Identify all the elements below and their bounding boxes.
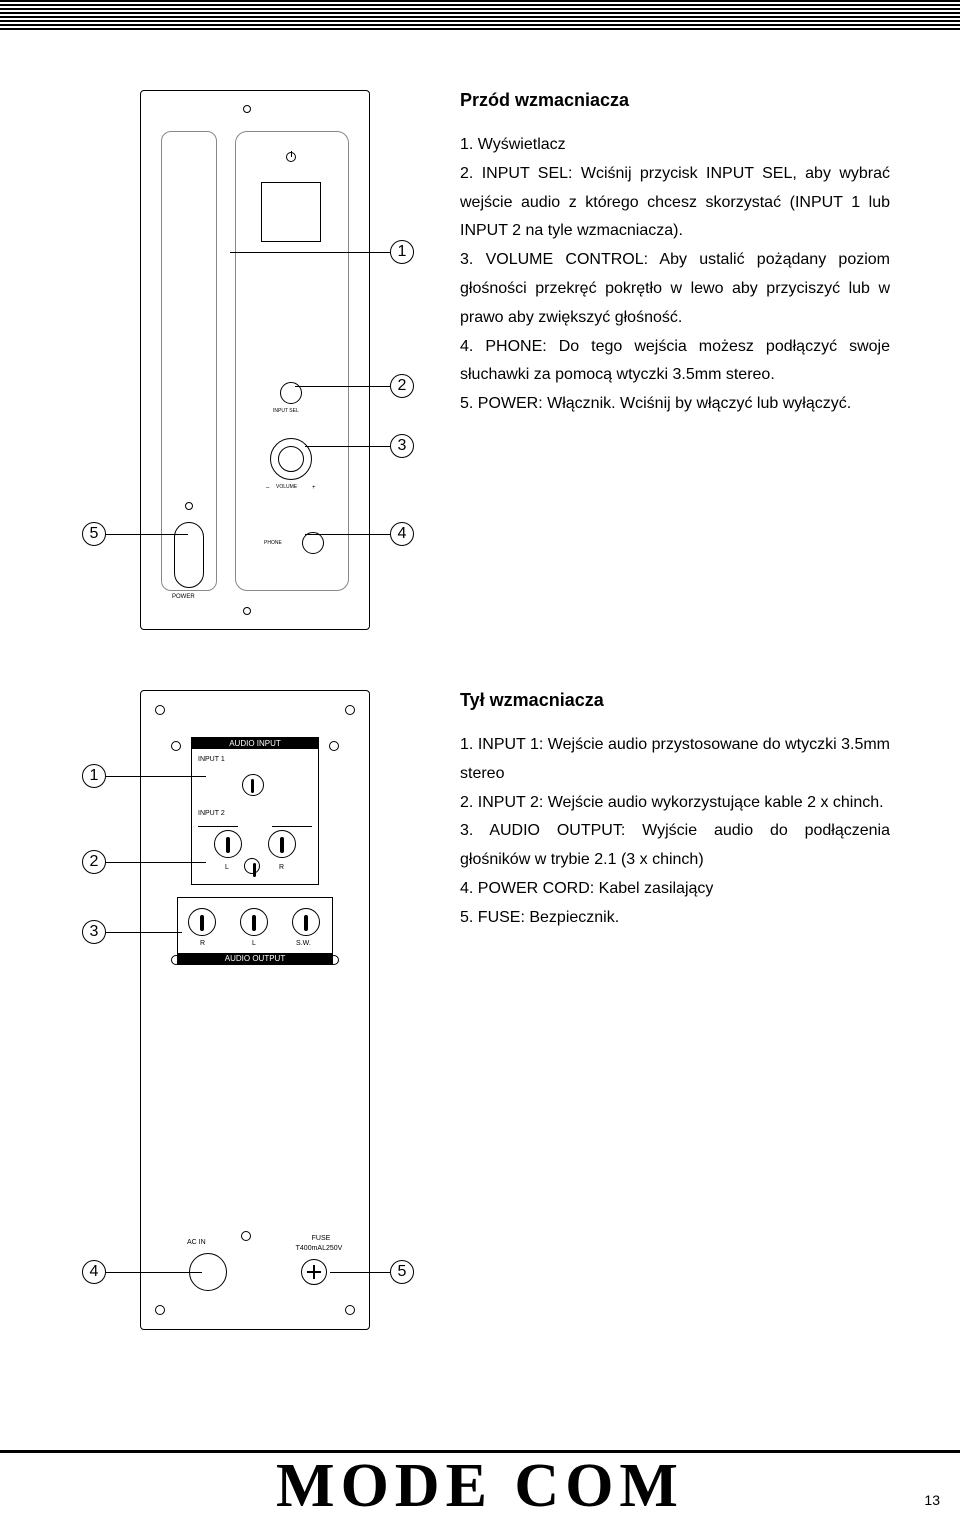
item: 1. INPUT 1: Wejście audio przystosowane … [460, 731, 890, 789]
fuse-label2: T400mAL250V [289, 1245, 349, 1252]
callout-line [106, 862, 206, 863]
out-l-jack [240, 908, 268, 936]
item: 5. POWER: Włącznik. Wciśnij by włączyć l… [460, 390, 890, 419]
screw-icon [171, 741, 181, 751]
callout-4: 4 [82, 1260, 106, 1284]
back-text: Tył wzmacniacza 1. INPUT 1: Wejście audi… [460, 690, 890, 1370]
input2-label: INPUT 2 [198, 810, 225, 817]
audio-input-label: AUDIO INPUT [192, 738, 318, 749]
screw-icon [241, 1231, 251, 1241]
top-stripes [0, 0, 960, 30]
callout-2: 2 [390, 374, 414, 398]
heading-front: Przód wzmacniacza [460, 90, 890, 111]
callout-line [305, 534, 390, 535]
callout-2: 2 [82, 850, 106, 874]
divider [272, 826, 312, 827]
volume-knob-inner [278, 446, 304, 472]
item: 3. AUDIO OUTPUT: Wyjście audio do podłąc… [460, 817, 890, 875]
item: 2. INPUT 2: Wejście audio wykorzystujące… [460, 789, 890, 818]
callout-1: 1 [82, 764, 106, 788]
callout-5: 5 [82, 522, 106, 546]
callout-4: 4 [390, 522, 414, 546]
phone-label: PHONE [264, 540, 282, 546]
screw-icon [345, 1305, 355, 1315]
phone-jack [302, 532, 324, 554]
audio-output-box: R L S.W. AUDIO OUTPUT [177, 897, 333, 965]
input1-label: INPUT 1 [198, 756, 225, 763]
item: 1. Wyświetlacz [460, 131, 890, 160]
back-panel: AUDIO INPUT INPUT 1 INPUT 2 L R [140, 690, 370, 1330]
r-label: R [200, 940, 205, 947]
callout-line [106, 776, 206, 777]
callout-3: 3 [390, 434, 414, 458]
acin-label: AC IN [187, 1239, 206, 1246]
input2-l-jack [214, 830, 242, 858]
item: 3. VOLUME CONTROL: Aby ustalić pożądany … [460, 246, 890, 332]
item: 4. POWER CORD: Kabel zasilający [460, 875, 890, 904]
callout-line [330, 1272, 390, 1273]
audio-input-box: AUDIO INPUT INPUT 1 INPUT 2 L R [191, 737, 319, 885]
front-diagram: POWER INPUT SEL – VOLUME + PHONE [70, 90, 430, 630]
volume-label: VOLUME [276, 484, 297, 490]
display-shape [261, 182, 321, 242]
power-icon [286, 152, 296, 162]
out-sw-jack [292, 908, 320, 936]
r-label: R [279, 864, 284, 871]
back-diagram: AUDIO INPUT INPUT 1 INPUT 2 L R [70, 690, 430, 1370]
item: 5. FUSE: Bezpiecznik. [460, 904, 890, 933]
front-panel: POWER INPUT SEL – VOLUME + PHONE [140, 90, 370, 630]
section-back: AUDIO INPUT INPUT 1 INPUT 2 L R [70, 690, 890, 1370]
callout-line [106, 534, 188, 535]
sw-label: S.W. [296, 940, 311, 947]
screw-icon [155, 1305, 165, 1315]
vol-minus: – [266, 485, 269, 491]
power-button-shape [174, 522, 204, 588]
front-right-plate: INPUT SEL – VOLUME + PHONE [235, 131, 349, 591]
l-label: L [252, 940, 256, 947]
fuse-label1: FUSE [301, 1235, 341, 1242]
led-icon [185, 502, 193, 510]
callout-line [295, 386, 390, 387]
input-sel-label: INPUT SEL [273, 408, 299, 414]
front-left-plate: POWER [161, 131, 217, 591]
front-body: 1. Wyświetlacz 2. INPUT SEL: Wciśnij prz… [460, 131, 890, 419]
callout-3: 3 [82, 920, 106, 944]
vol-plus: + [312, 485, 316, 491]
callout-line [230, 252, 390, 253]
plus-icon [306, 1264, 322, 1280]
out-r-jack [188, 908, 216, 936]
callout-1: 1 [390, 240, 414, 264]
callout-5: 5 [390, 1260, 414, 1284]
l-label: L [225, 864, 229, 871]
footer: MODE COM 13 [0, 1450, 960, 1520]
screw-icon [155, 705, 165, 715]
fuse-socket [301, 1259, 327, 1285]
front-text: Przód wzmacniacza 1. Wyświetlacz 2. INPU… [460, 90, 890, 630]
heading-back: Tył wzmacniacza [460, 690, 890, 711]
screw-icon [243, 105, 251, 113]
screw-icon [345, 705, 355, 715]
input2-r-jack [268, 830, 296, 858]
item: 4. PHONE: Do tego wejścia możesz podłącz… [460, 333, 890, 391]
callout-line [106, 1272, 202, 1273]
mid-jack [244, 858, 260, 874]
section-front: POWER INPUT SEL – VOLUME + PHONE [70, 90, 890, 630]
screw-icon [329, 741, 339, 751]
item: 2. INPUT SEL: Wciśnij przycisk INPUT SEL… [460, 160, 890, 246]
brand-logo: MODE COM [276, 1455, 684, 1517]
callout-line [106, 932, 182, 933]
callout-line [305, 446, 390, 447]
input1-jack [242, 774, 264, 796]
screw-icon [243, 607, 251, 615]
divider [198, 826, 238, 827]
audio-output-label: AUDIO OUTPUT [178, 953, 332, 964]
page: POWER INPUT SEL – VOLUME + PHONE [0, 90, 960, 1370]
page-number: 13 [924, 1492, 940, 1508]
back-body: 1. INPUT 1: Wejście audio przystosowane … [460, 731, 890, 933]
power-label: POWER [172, 594, 195, 600]
